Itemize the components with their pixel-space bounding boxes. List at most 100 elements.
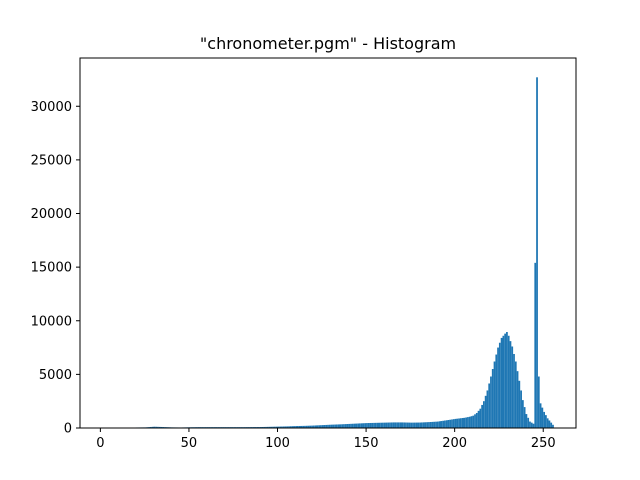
histogram-bar (335, 424, 338, 428)
histogram-bar (334, 424, 336, 428)
histogram-bar (483, 401, 485, 428)
y-tick-label: 10000 (31, 314, 72, 329)
histogram-bar (408, 422, 411, 428)
histogram-bar (412, 422, 414, 428)
histogram-bar (371, 422, 374, 428)
histogram-bar (304, 425, 306, 428)
histogram-bar (415, 422, 418, 428)
histogram-bar (514, 361, 517, 428)
histogram-bar (382, 422, 384, 428)
histogram-bar (325, 424, 328, 428)
histogram-bar (419, 422, 421, 428)
histogram-bar (465, 417, 468, 428)
histogram-bar (470, 416, 473, 428)
histogram-bar (484, 395, 487, 428)
histogram-bar (537, 376, 540, 428)
histogram-bar (281, 426, 283, 428)
x-tick-label: 50 (181, 436, 198, 451)
histogram-bar (532, 423, 535, 428)
histogram-bar (392, 422, 395, 428)
histogram-bar (378, 422, 381, 428)
histogram-bar (497, 347, 499, 428)
histogram-bar (344, 424, 347, 428)
histogram-bar (451, 419, 453, 428)
histogram-bar (270, 426, 273, 428)
histogram-bar (312, 425, 315, 428)
histogram-bar (474, 414, 476, 428)
histogram-bar (488, 383, 491, 428)
histogram-bar (424, 422, 427, 428)
histogram-bar (498, 342, 501, 428)
histogram-bar (155, 426, 158, 428)
y-tick-label: 15000 (31, 261, 72, 276)
histogram-bar (265, 426, 267, 428)
histogram-bar (429, 421, 432, 428)
histogram-bar (389, 422, 391, 428)
histogram-bar (373, 422, 375, 428)
histogram-bar (374, 422, 377, 428)
histogram-bar (272, 426, 274, 428)
histogram-bar (351, 423, 354, 428)
histogram-bar (330, 424, 333, 428)
histogram-bar (390, 422, 393, 428)
y-tick-label: 0 (64, 422, 72, 437)
x-tick-label: 100 (265, 436, 290, 451)
histogram-bar (504, 333, 507, 428)
histogram-bar (458, 418, 460, 428)
histogram-bar (261, 426, 264, 428)
histogram-bar (548, 420, 551, 428)
histogram-bar (543, 411, 545, 428)
histogram-bar (364, 423, 367, 428)
histogram-bar (348, 423, 351, 428)
histogram-bar (447, 419, 450, 428)
histogram-bar (431, 421, 434, 428)
histogram-bar (282, 426, 285, 428)
histogram-bar (516, 371, 519, 428)
histogram-bar (513, 354, 515, 428)
histogram-bar (461, 418, 464, 428)
histogram-bar (160, 426, 163, 428)
histogram-bar (545, 415, 547, 428)
histogram-bar (343, 424, 345, 428)
histogram-bar (490, 376, 492, 428)
histogram-bar (396, 422, 398, 428)
histogram-bar (328, 424, 331, 428)
histogram-bar (298, 425, 301, 428)
histogram-bar (286, 426, 289, 428)
histogram-bar (383, 422, 386, 428)
histogram-bar (534, 262, 537, 428)
histogram-bar (385, 422, 388, 428)
histogram-bar (413, 422, 416, 428)
histogram-bar (491, 369, 494, 428)
histogram-bar (426, 422, 429, 428)
histogram-bar (266, 426, 269, 428)
histogram-bar (454, 418, 457, 428)
histogram-bar (157, 426, 159, 428)
x-axis-ticks: 0 50 100 150 200 250 (96, 428, 556, 451)
y-tick-label: 25000 (31, 153, 72, 168)
histogram-bar (380, 422, 383, 428)
histogram-bar (339, 424, 342, 428)
histogram-bar (273, 426, 276, 428)
histogram-bar (520, 390, 522, 428)
histogram-bar (506, 332, 508, 428)
histogram-bar (467, 417, 469, 428)
histogram-bar (449, 419, 452, 428)
histogram-bar (327, 424, 329, 428)
histogram-bar (302, 425, 305, 428)
histogram-bar (320, 425, 322, 428)
histogram-bar (337, 424, 340, 428)
x-tick-label: 200 (442, 436, 467, 451)
histogram-bar (421, 422, 423, 428)
histogram-bar (332, 424, 335, 428)
histogram-bar (397, 422, 400, 428)
histogram-bar (433, 421, 436, 428)
histogram-bar (546, 418, 549, 428)
histogram-bar (493, 361, 496, 428)
histogram-bar (428, 422, 430, 428)
histogram-bar (403, 422, 406, 428)
histogram-bar (318, 425, 321, 428)
axes-frame (79, 57, 577, 429)
histogram-bar (422, 422, 425, 428)
